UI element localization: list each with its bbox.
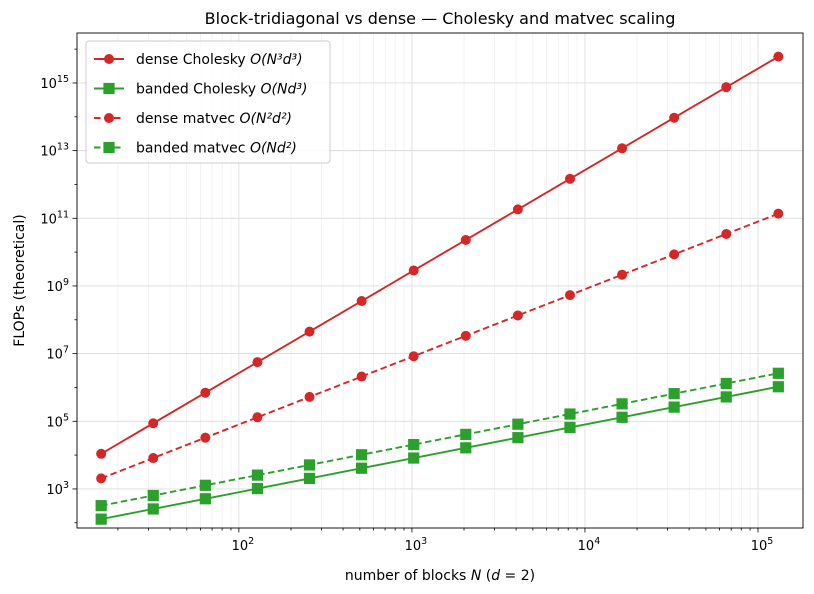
data-point [104, 54, 114, 64]
data-point [460, 330, 471, 341]
y-axis: 103 105 107 109 1011 1013 1015 [40, 48, 77, 524]
data-point [356, 449, 368, 461]
legend: dense Cholesky O(N³d³) banded Cholesky O(… [85, 40, 331, 164]
data-point [564, 290, 575, 301]
series [96, 208, 784, 484]
series [96, 51, 784, 459]
data-point [304, 391, 315, 402]
data-point [96, 473, 107, 484]
data-point [564, 421, 576, 434]
data-point [200, 432, 211, 443]
data-point [147, 503, 159, 515]
y-axis-label: FLOPs (theoretical) [12, 214, 28, 346]
data-point [512, 418, 524, 430]
legend-label: dense Cholesky O(N³d³) [136, 52, 303, 68]
series-line [100, 212, 779, 480]
data-point [148, 453, 159, 464]
data-point [252, 357, 263, 368]
data-point [200, 387, 211, 398]
series [95, 381, 784, 525]
data-point [512, 432, 524, 444]
data-point [721, 82, 732, 93]
data-point [408, 438, 420, 451]
data-point [304, 326, 315, 337]
x-tick-label: 102 [232, 536, 255, 554]
y-tick-label: 109 [46, 277, 69, 295]
data-point [460, 234, 471, 245]
x-tick-label: 104 [578, 536, 601, 554]
legend-item: dense matvec O(N²d²) [94, 111, 292, 127]
data-point [104, 113, 114, 123]
series [95, 367, 784, 512]
data-point [460, 428, 472, 440]
series-line [100, 55, 779, 455]
data-point [512, 310, 523, 321]
data-point [356, 371, 367, 382]
data-point [251, 469, 264, 481]
data-point [199, 493, 211, 505]
data-point [721, 228, 732, 239]
y-tick-label: 1011 [40, 209, 69, 227]
x-tick-label: 105 [751, 536, 774, 554]
data-point [103, 82, 115, 95]
legend-item: banded Cholesky O(Nd³) [94, 82, 307, 98]
data-point [103, 141, 115, 154]
data-point [772, 381, 784, 393]
data-point [616, 398, 628, 410]
data-point [773, 208, 784, 219]
y-tick-label: 107 [46, 345, 69, 363]
data-point [460, 442, 472, 454]
legend-item: dense Cholesky O(N³d³) [94, 52, 303, 68]
chart-title: Block-tridiagonal vs dense — Cholesky an… [205, 9, 676, 28]
y-tick-label: 105 [46, 412, 69, 430]
legend-label: banded matvec O(Nd²) [136, 141, 297, 157]
data-point [408, 265, 419, 276]
data-point [96, 448, 107, 459]
data-point [616, 411, 628, 423]
data-point [148, 418, 159, 429]
legend-item: banded matvec O(Nd²) [94, 141, 297, 157]
data-point [95, 500, 107, 512]
data-point [720, 391, 732, 403]
y-tick-label: 1013 [40, 142, 69, 160]
data-point [303, 472, 316, 484]
y-tick-label: 103 [46, 480, 69, 498]
data-point [199, 479, 211, 491]
data-point [95, 513, 107, 525]
data-point [669, 249, 680, 260]
data-point [408, 452, 420, 464]
data-point [251, 482, 264, 495]
data-point [252, 412, 263, 423]
data-point [772, 367, 784, 379]
legend-label: dense matvec O(N²d²) [136, 111, 292, 127]
data-point [617, 269, 628, 280]
data-point [147, 489, 159, 502]
series-line [100, 372, 779, 507]
series-line [100, 385, 779, 521]
data-point [356, 296, 367, 307]
data-point [303, 459, 316, 471]
legend-label: banded Cholesky O(Nd³) [136, 82, 307, 98]
y-tick-label: 1015 [40, 74, 69, 92]
x-tick-label: 103 [405, 536, 428, 554]
x-axis-label: number of blocks N (d = 2) [345, 568, 535, 584]
data-point [512, 204, 523, 215]
data-point [668, 401, 680, 413]
data-point [564, 408, 576, 420]
plot-area [76, 32, 804, 529]
data-point [564, 173, 575, 184]
data-point [669, 112, 680, 123]
data-point [617, 143, 628, 154]
data-point [720, 377, 732, 390]
legend-box [85, 40, 331, 164]
series-group [95, 51, 784, 525]
data-point [668, 388, 680, 400]
data-point [773, 51, 784, 62]
x-axis: 102 103 104 105 [117, 528, 774, 554]
data-point [408, 351, 419, 362]
data-point [356, 462, 368, 474]
